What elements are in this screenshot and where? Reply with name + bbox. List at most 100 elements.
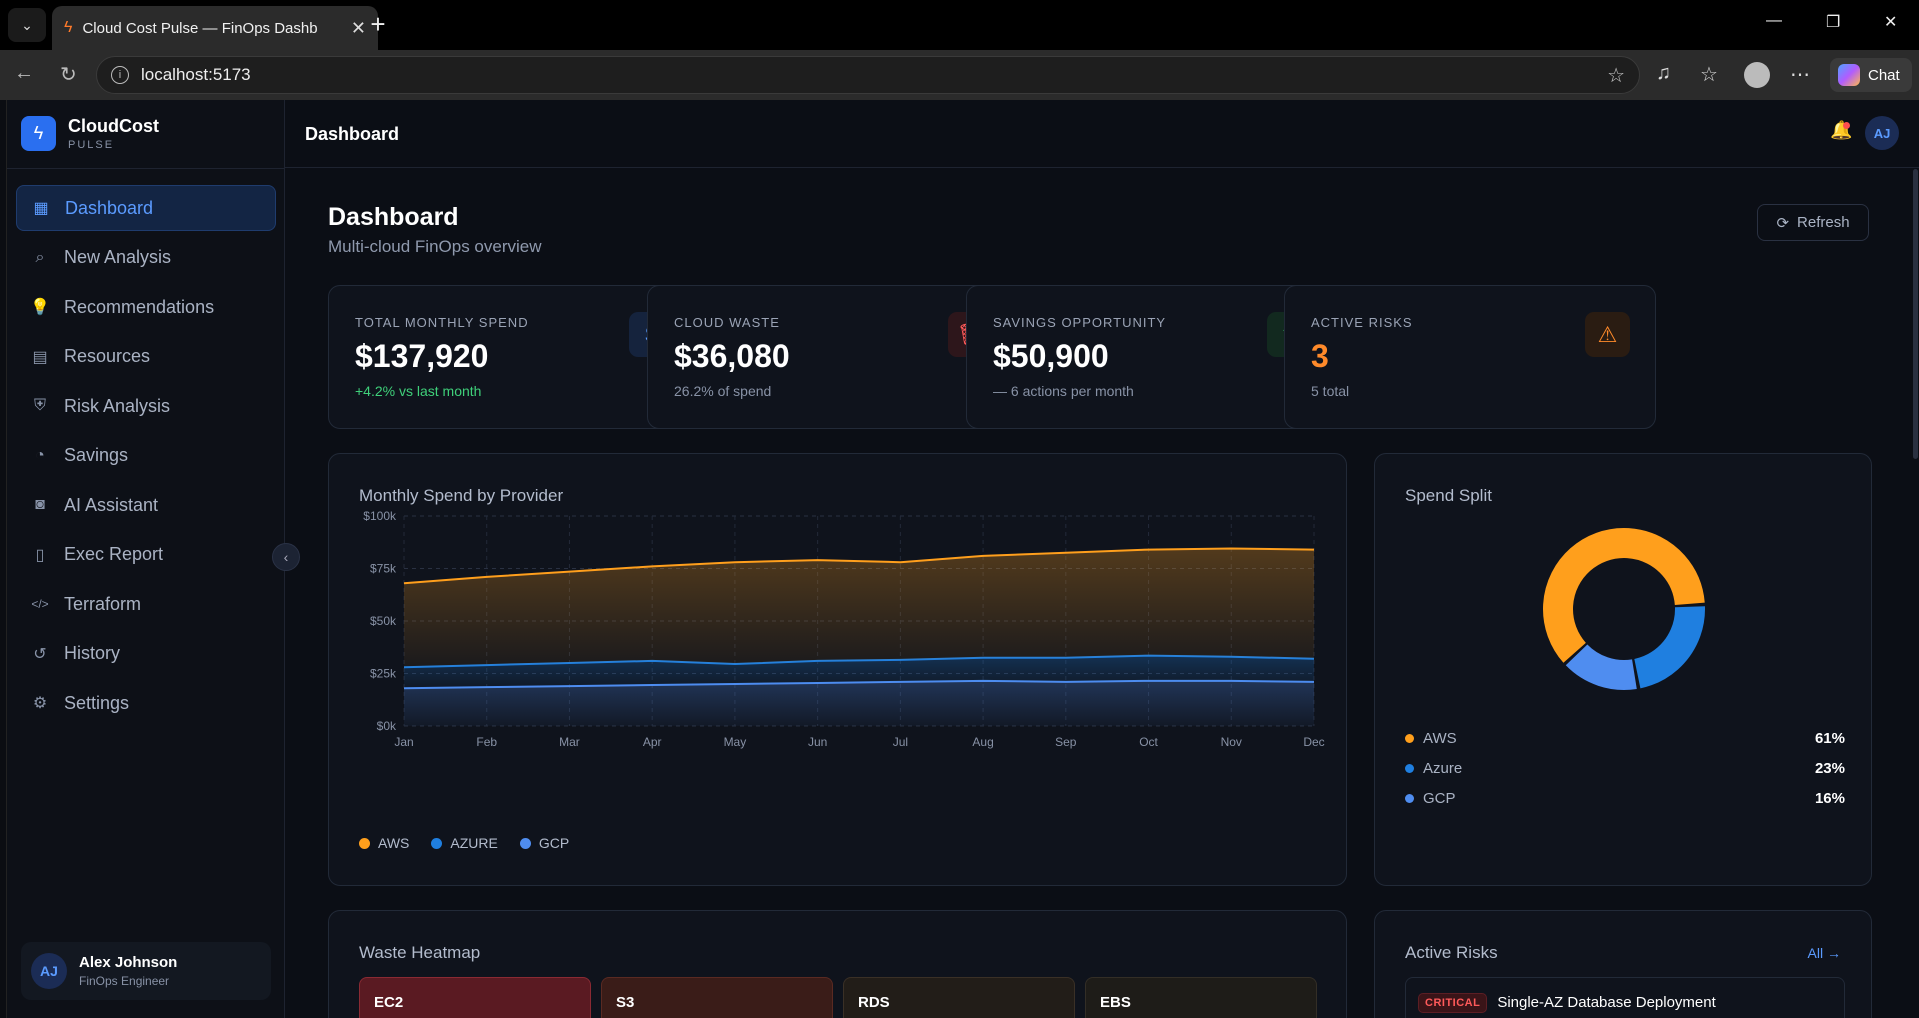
- brand-sub: PULSE: [68, 139, 115, 151]
- sidebar-item-new-analysis[interactable]: ⌕ New Analysis: [16, 235, 276, 281]
- split-title: Spend Split: [1405, 486, 1492, 505]
- legend-item[interactable]: AWS: [359, 835, 409, 851]
- kpi-card: ACTIVE RISKS 3 5 total ⚠: [1284, 285, 1656, 429]
- risk-item[interactable]: CRITICAL Single-AZ Database Deployment: [1405, 977, 1845, 1018]
- sidebar-item-ai-assistant[interactable]: ◙ AI Assistant: [16, 482, 276, 528]
- active-risks-card: Active Risks All → CRITICAL Single-AZ Da…: [1374, 910, 1872, 1018]
- favorite-star-icon[interactable]: ☆: [1607, 64, 1625, 87]
- split-name: GCP: [1423, 790, 1456, 807]
- sidebar-item-terraform[interactable]: </> Terraform: [16, 581, 276, 627]
- kpi-subtext: 26.2% of spend: [674, 383, 772, 399]
- split-row: AWS 61%: [1405, 730, 1845, 747]
- kpi-card: SAVINGS OPPORTUNITY $50,900 — 6 actions pe…: [966, 285, 1338, 429]
- more-icon[interactable]: ⋯: [1790, 64, 1810, 86]
- minimize-icon[interactable]: —: [1766, 12, 1782, 29]
- user-name: Alex Johnson: [79, 954, 178, 971]
- split-percent: 61%: [1814, 730, 1845, 747]
- sidebar-item-dashboard[interactable]: ▦ Dashboard: [16, 185, 276, 231]
- heatmap-cell-ebs[interactable]: EBS: [1085, 977, 1317, 1018]
- chart-legend: AWS AZURE GCP: [359, 835, 569, 851]
- kpi-value: $137,920: [355, 338, 489, 374]
- tab-list-button[interactable]: ⌄: [8, 8, 46, 42]
- kpi-value: $50,900: [993, 338, 1109, 374]
- back-icon[interactable]: ←: [14, 62, 34, 84]
- info-icon[interactable]: i: [111, 66, 129, 84]
- chevron-left-icon: ‹: [283, 549, 289, 565]
- bolt-logo-icon: ϟ: [21, 116, 56, 151]
- main-content: Dashboard Multi-cloud FinOps overview ⟳ …: [285, 169, 1919, 1018]
- refresh-icon: ⟳: [1776, 214, 1790, 232]
- sidebar-item-settings[interactable]: ⚙ Settings: [16, 680, 276, 726]
- sidebar-nav: ▦ Dashboard ⌕ New Analysis 💡 Recommendations ▤…: [16, 185, 276, 730]
- browser-tab[interactable]: ϟ Cloud Cost Pulse — FinOps Dashb ✕: [52, 6, 378, 50]
- brand[interactable]: ϟ CloudCost PULSE: [21, 116, 159, 151]
- close-window-icon[interactable]: ✕: [1884, 14, 1898, 31]
- favorites-icon[interactable]: ☆: [1700, 64, 1718, 86]
- sidebar-item-label: History: [64, 643, 121, 663]
- user-card[interactable]: AJ Alex Johnson FinOps Engineer: [21, 942, 271, 1000]
- heatmap-cell-s3[interactable]: S3: [601, 977, 833, 1018]
- page-title: Dashboard: [328, 203, 459, 231]
- copilot-chat-button[interactable]: Chat: [1830, 58, 1912, 92]
- legend-label: GCP: [538, 835, 570, 851]
- heatmap-cell-ec2[interactable]: EC2: [359, 977, 591, 1018]
- series-area-aws: [404, 548, 1314, 668]
- x-tick-label: Jan: [394, 735, 413, 749]
- user-role: FinOps Engineer: [79, 974, 170, 988]
- heatmap-cell-rds[interactable]: RDS: [843, 977, 1075, 1018]
- sidebar-item-label: Risk Analysis: [64, 395, 171, 416]
- new-tab-button[interactable]: +: [370, 9, 386, 39]
- collapse-sidebar-button[interactable]: ‹: [272, 543, 300, 571]
- legend-item[interactable]: AZURE: [431, 835, 498, 851]
- sidebar-item-risk-analysis[interactable]: ⛨ Risk Analysis: [16, 383, 276, 429]
- series-line-aws[interactable]: [403, 547, 1315, 585]
- view-all-risks-link[interactable]: All →: [1807, 945, 1841, 961]
- x-tick-label: Jul: [893, 735, 908, 749]
- maximize-icon[interactable]: ❐: [1826, 14, 1841, 31]
- legend-item[interactable]: GCP: [519, 835, 570, 851]
- kpi-label: TOTAL MONTHLY SPEND: [355, 315, 529, 330]
- url-text: localhost:5173: [141, 65, 251, 84]
- piggy-bank-icon: ◔: [35, 446, 45, 464]
- sidebar-item-recommendations[interactable]: 💡 Recommendations: [16, 284, 276, 330]
- sidebar-item-label: Terraform: [64, 593, 142, 614]
- alert-triangle-icon: ⚠: [1585, 312, 1630, 357]
- address-bar-row: ← ↻ i localhost:5173 ☆ ♫ ☆ ⋯ Chat: [0, 50, 1919, 100]
- sidebar-item-label: Settings: [64, 692, 130, 713]
- sidebar-item-savings[interactable]: ◔ Savings: [16, 433, 276, 479]
- scrollbar[interactable]: [1913, 169, 1918, 459]
- split-row: GCP 16%: [1405, 790, 1845, 807]
- spend-area-chart: $0k $25k $50k $75k $100k Jan Feb Mar Apr May Jun Ju…: [363, 509, 1324, 749]
- donut-slice-azure[interactable]: [1531, 516, 1717, 702]
- media-icon[interactable]: ♫: [1656, 62, 1671, 84]
- sidebar-item-label: Dashboard: [65, 197, 154, 218]
- server-icon: ▤: [32, 348, 48, 366]
- sidebar-item-label: Recommendations: [64, 296, 215, 317]
- x-tick-label: Sep: [1055, 735, 1077, 749]
- legend-dot: [519, 838, 531, 849]
- code-icon: </>: [31, 597, 49, 611]
- kpi-value: $36,080: [674, 338, 790, 374]
- user-avatar: AJ: [31, 953, 67, 989]
- sidebar-item-exec-report[interactable]: ▯ Exec Report: [16, 532, 276, 578]
- spend-split-card: Spend Split AWS 61% Azure 23% GCP 16%: [1374, 453, 1872, 886]
- heatmap-title: Waste Heatmap: [359, 943, 481, 962]
- y-tick-label: $75k: [370, 562, 397, 576]
- split-name: Azure: [1423, 760, 1463, 777]
- header-avatar[interactable]: AJ: [1865, 116, 1899, 150]
- close-tab-icon[interactable]: ✕: [350, 17, 366, 38]
- browser-tab-bar: ⌄ ϟ Cloud Cost Pulse — FinOps Dashb ✕ + …: [0, 0, 1919, 50]
- sidebar-item-label: New Analysis: [64, 247, 172, 267]
- chat-label: Chat: [1868, 66, 1900, 84]
- document-icon: ▯: [35, 546, 45, 564]
- legend-label: AZURE: [450, 835, 498, 851]
- y-tick-label: $0k: [377, 719, 397, 733]
- reload-icon[interactable]: ↻: [60, 64, 77, 86]
- address-bar[interactable]: i localhost:5173 ☆: [96, 56, 1640, 94]
- profile-avatar[interactable]: [1744, 62, 1770, 88]
- sidebar-item-history[interactable]: ↺ History: [16, 631, 276, 677]
- refresh-button[interactable]: ⟳ Refresh: [1757, 204, 1869, 241]
- sidebar-item-resources[interactable]: ▤ Resources: [16, 334, 276, 380]
- y-tick-label: $100k: [363, 509, 397, 523]
